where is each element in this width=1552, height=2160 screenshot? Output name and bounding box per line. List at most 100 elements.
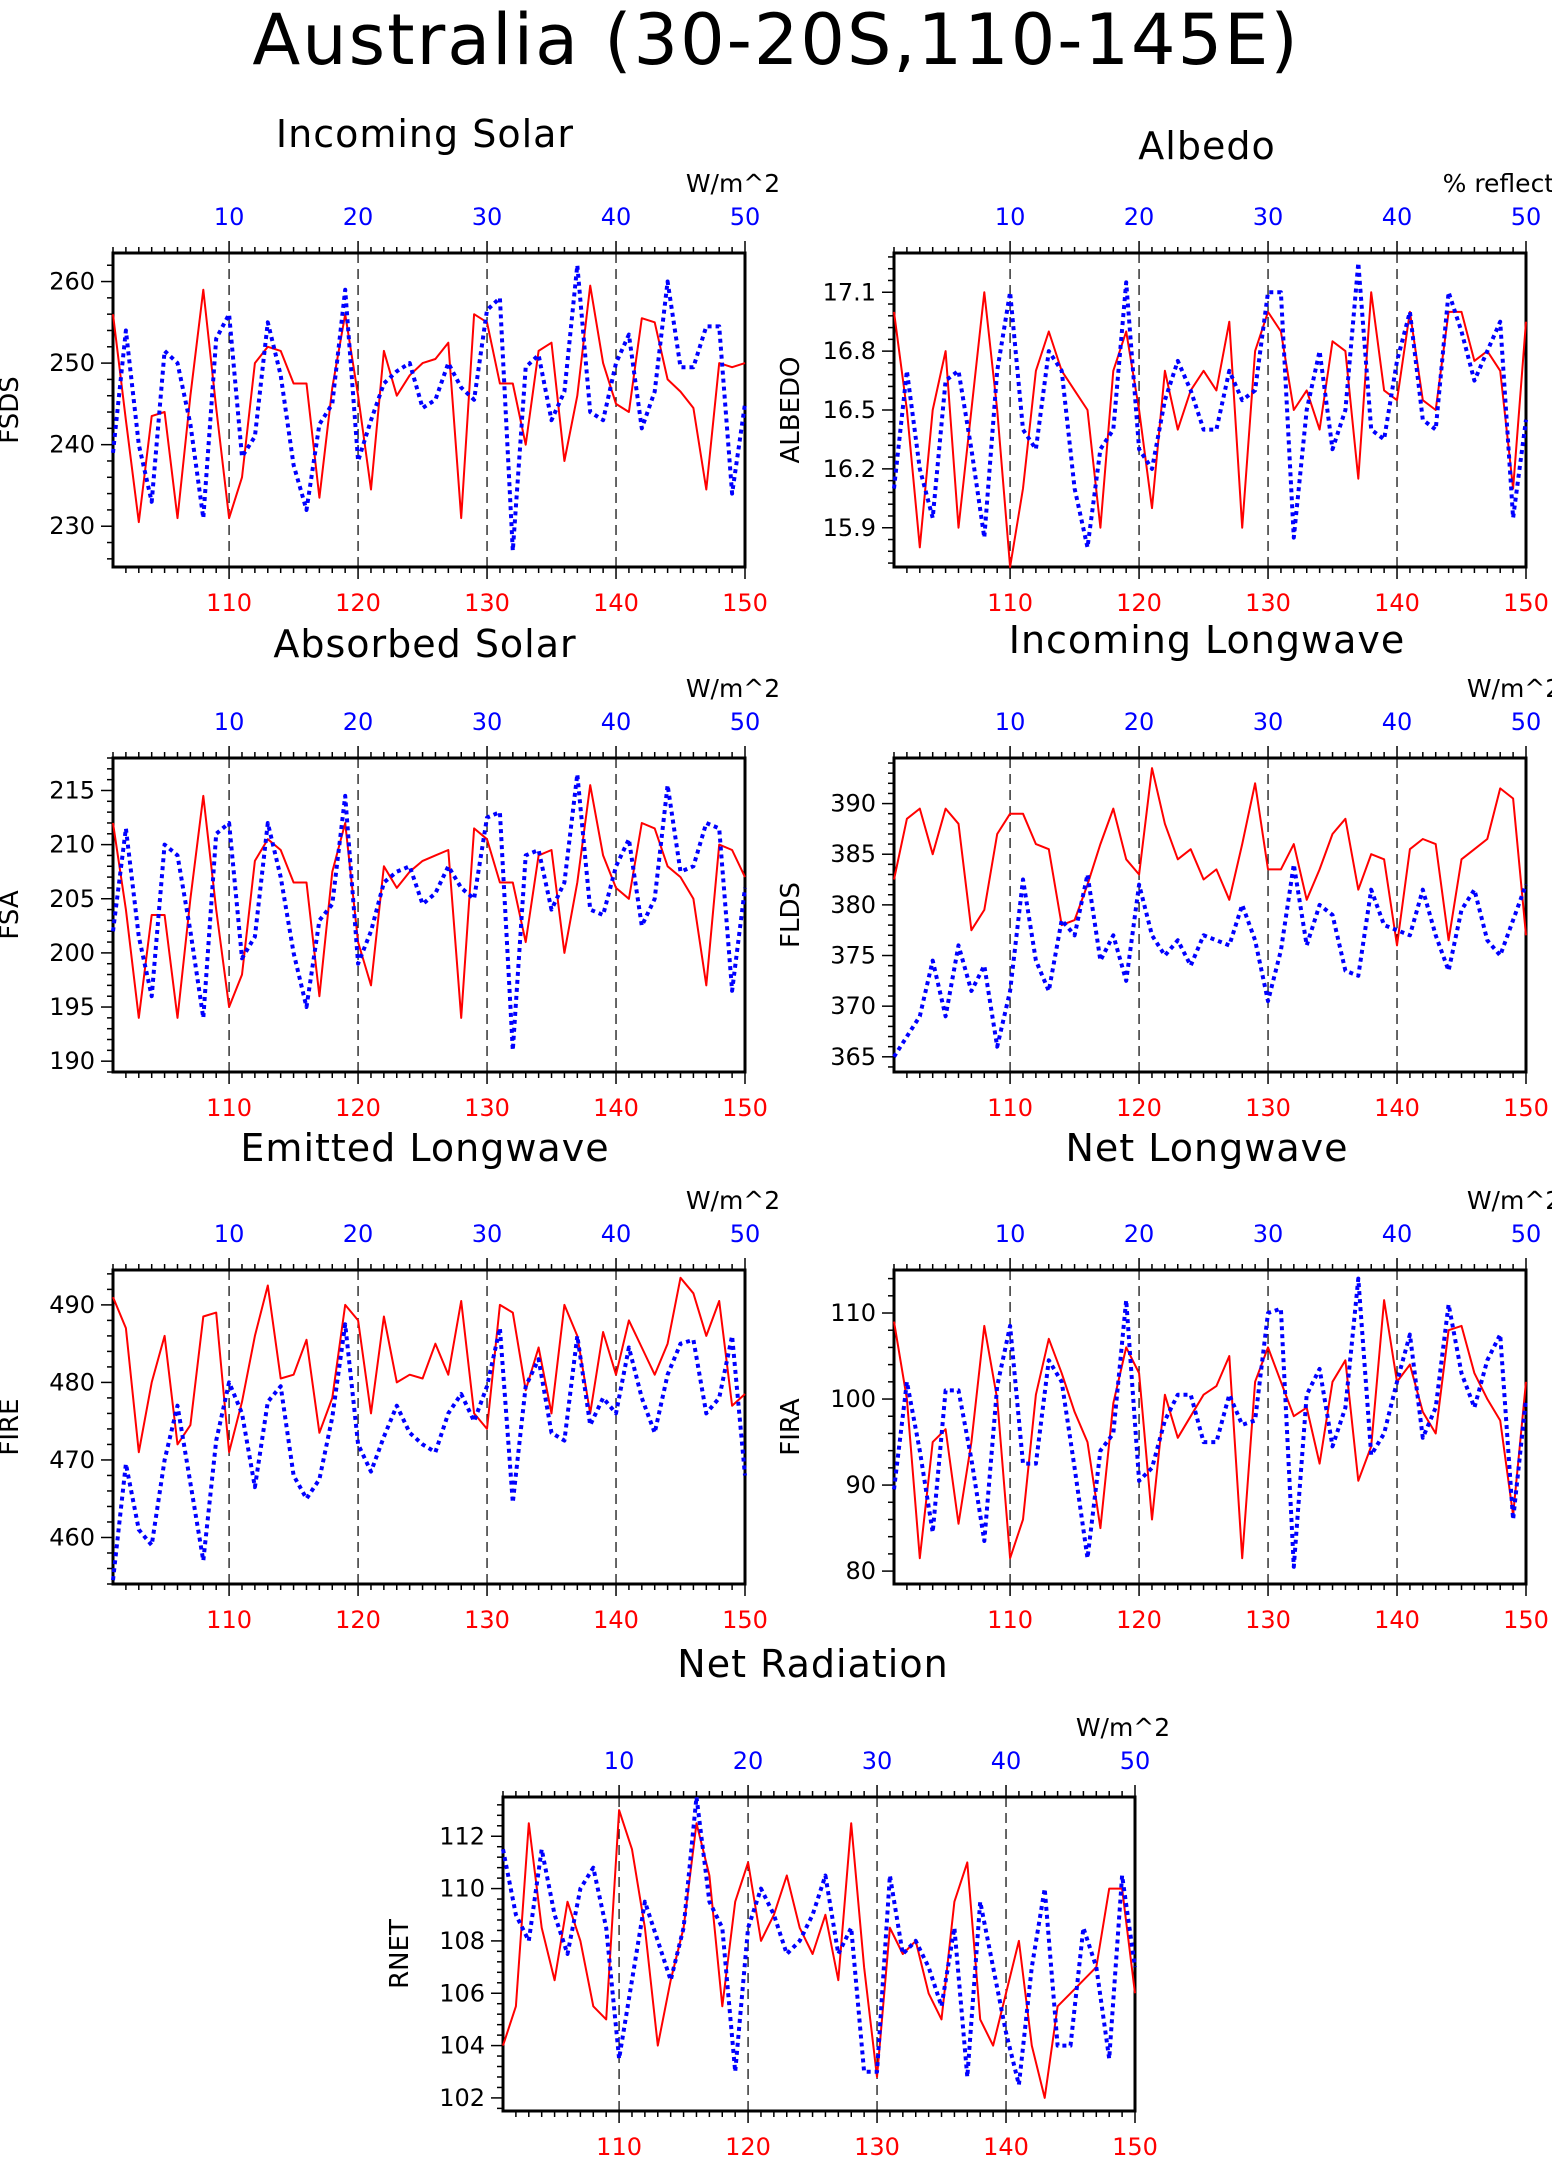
plot-frame (892, 251, 1528, 569)
plot-frame (111, 756, 747, 1074)
series-blue-line (111, 1322, 747, 1581)
x-top-tick-label: 30 (472, 1220, 503, 1248)
x-bottom-tick-label: 120 (1116, 589, 1162, 617)
y-tick-label: 375 (830, 942, 876, 970)
x-bottom-tick-label: 130 (1245, 1606, 1291, 1634)
chart-panel-1: Incoming Solar W/m^2 110 120 130 140 150 10 20 30… (0, 112, 780, 617)
top-axis-label: W/m^2 (686, 169, 780, 198)
x-bottom-tick-label: 120 (335, 589, 381, 617)
top-axis-label: W/m^2 (1467, 1186, 1552, 1215)
chart-title: Incoming Solar (276, 112, 574, 156)
y-tick-label: 90 (845, 1471, 876, 1499)
chart-title: Absorbed Solar (273, 622, 576, 666)
y-tick-label: 110 (830, 1299, 876, 1327)
chart-title: Net Longwave (1066, 1126, 1349, 1170)
x-bottom-tick-label: 120 (725, 2133, 771, 2160)
x-top-tick-label: 50 (1511, 708, 1542, 736)
y-tick-label: 230 (49, 512, 95, 540)
chart-panel-2: Albedo % reflected 110 120 130 140 150 10 20 30 40… (776, 124, 1552, 617)
x-top-tick-label: 10 (995, 708, 1026, 736)
series-blue-line (111, 263, 747, 553)
y-tick-label: 260 (49, 268, 95, 296)
chart-title: Emitted Longwave (240, 1126, 609, 1170)
y-tick-label: 102 (439, 2084, 485, 2112)
x-bottom-tick-label: 110 (987, 1606, 1033, 1634)
x-bottom-tick-label: 110 (987, 1094, 1033, 1122)
plot-frame (111, 1268, 747, 1586)
x-bottom-tick-label: 140 (1374, 1606, 1420, 1634)
y-tick-label: 190 (49, 1047, 95, 1075)
y-tick-label: 80 (845, 1557, 876, 1585)
y-axis-label: FIRA (776, 1398, 806, 1456)
y-tick-label: 110 (439, 1875, 485, 1903)
x-top-tick-label: 40 (1382, 1220, 1413, 1248)
x-bottom-tick-label: 150 (1503, 1094, 1549, 1122)
y-tick-label: 112 (439, 1822, 485, 1850)
x-top-tick-label: 10 (995, 203, 1026, 231)
y-tick-label: 100 (830, 1385, 876, 1413)
x-top-tick-label: 40 (601, 1220, 632, 1248)
x-bottom-tick-label: 140 (593, 1606, 639, 1634)
x-top-tick-label: 20 (1124, 203, 1155, 231)
y-axis-label: FSDS (0, 376, 25, 444)
y-tick-label: 16.2 (823, 455, 876, 483)
y-tick-label: 380 (830, 891, 876, 919)
x-top-tick-label: 50 (1120, 1747, 1151, 1775)
series-red-line (112, 284, 746, 524)
x-top-tick-label: 20 (1124, 1220, 1155, 1248)
x-bottom-tick-label: 130 (854, 2133, 900, 2160)
chart-title: Incoming Longwave (1009, 618, 1405, 662)
x-bottom-tick-label: 140 (1374, 589, 1420, 617)
y-tick-label: 205 (49, 885, 95, 913)
x-top-tick-label: 50 (730, 1220, 761, 1248)
chart-title: Albedo (1138, 124, 1275, 168)
x-bottom-tick-label: 130 (1245, 589, 1291, 617)
y-tick-label: 390 (830, 790, 876, 818)
x-bottom-tick-label: 150 (1503, 1606, 1549, 1634)
x-bottom-tick-label: 140 (1374, 1094, 1420, 1122)
x-top-tick-label: 10 (995, 1220, 1026, 1248)
x-bottom-tick-label: 130 (1245, 1094, 1291, 1122)
x-top-tick-label: 10 (604, 1747, 635, 1775)
y-tick-label: 210 (49, 831, 95, 859)
y-axis-label: FLDS (776, 882, 806, 948)
x-top-tick-label: 20 (343, 1220, 374, 1248)
chart-panel-4: Incoming Longwave W/m^2 110 120 130 140 150 10 2… (776, 618, 1552, 1122)
x-top-tick-label: 30 (472, 708, 503, 736)
x-top-tick-label: 30 (1253, 1220, 1284, 1248)
x-top-tick-label: 50 (730, 708, 761, 736)
x-top-tick-label: 50 (730, 203, 761, 231)
chart-panel-7: Net Radiation W/m^2 110 120 130 140 150 10 20 30 4… (385, 1642, 1170, 2160)
x-top-tick-label: 50 (1511, 203, 1542, 231)
x-top-tick-label: 50 (1511, 1220, 1542, 1248)
x-bottom-tick-label: 150 (722, 589, 768, 617)
top-axis-label: W/m^2 (1076, 1713, 1170, 1742)
y-tick-label: 240 (49, 431, 95, 459)
plot-frame (892, 1268, 1528, 1586)
plot-frame (501, 1795, 1137, 2113)
page-title: Australia (30-20S,110-145E) (252, 0, 1299, 81)
y-tick-label: 490 (49, 1291, 95, 1319)
x-bottom-tick-label: 110 (596, 2133, 642, 2160)
x-bottom-tick-label: 130 (464, 589, 510, 617)
x-bottom-tick-label: 110 (987, 589, 1033, 617)
x-bottom-tick-label: 120 (335, 1606, 381, 1634)
top-axis-label: % reflected (1443, 169, 1552, 198)
x-top-tick-label: 40 (1382, 203, 1413, 231)
chart-panel-6: Net Longwave W/m^2 110 120 130 140 150 10 20 30 40… (776, 1126, 1552, 1634)
chart-panel-3: Absorbed Solar W/m^2 110 120 130 140 150 10 20 30… (0, 622, 780, 1122)
x-bottom-tick-label: 150 (722, 1094, 768, 1122)
top-axis-label: W/m^2 (1467, 674, 1552, 703)
x-bottom-tick-label: 150 (1503, 589, 1549, 617)
x-top-tick-label: 20 (1124, 708, 1155, 736)
y-tick-label: 16.5 (823, 396, 876, 424)
x-bottom-tick-label: 110 (206, 1606, 252, 1634)
y-tick-label: 365 (830, 1043, 876, 1071)
plot-frame (892, 756, 1528, 1074)
x-bottom-tick-label: 120 (1116, 1094, 1162, 1122)
x-top-tick-label: 20 (343, 708, 374, 736)
x-top-tick-label: 10 (214, 1220, 245, 1248)
y-tick-label: 385 (830, 840, 876, 868)
y-axis-label: RNET (385, 1919, 415, 1989)
